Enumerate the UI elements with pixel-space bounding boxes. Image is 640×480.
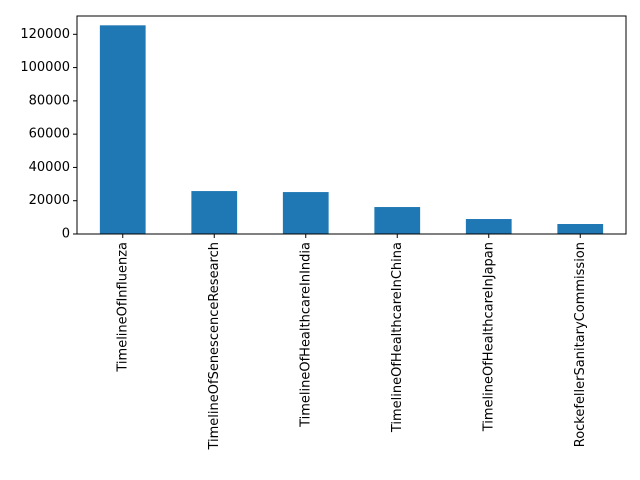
y-tick-label: 80000 <box>29 93 70 108</box>
bar <box>465 219 512 234</box>
y-tick-label: 0 <box>62 227 70 242</box>
x-tick-label: TimelineOfHealthcareInIndia <box>298 242 313 428</box>
y-tick-label: 100000 <box>20 60 70 75</box>
plot-frame <box>76 15 627 235</box>
bar <box>557 224 604 234</box>
x-tick-label: TimelineOfInfluenza <box>115 242 130 373</box>
x-tick-label: TimelineOfSenescenceResearch <box>207 242 222 451</box>
bar <box>282 192 329 234</box>
y-tick-label: 60000 <box>29 127 70 142</box>
x-tick-label: TimelineOfHealthcareInJapan <box>481 242 496 432</box>
bar <box>99 25 146 234</box>
bar <box>374 207 421 234</box>
y-tick-label: 40000 <box>29 160 70 175</box>
x-tick-label: TimelineOfHealthcareInChina <box>390 242 405 433</box>
y-tick-label: 120000 <box>20 27 70 42</box>
y-tick-label: 20000 <box>29 193 70 208</box>
bar <box>191 191 238 234</box>
x-tick-label: RockefellerSanitaryCommission <box>573 242 588 447</box>
